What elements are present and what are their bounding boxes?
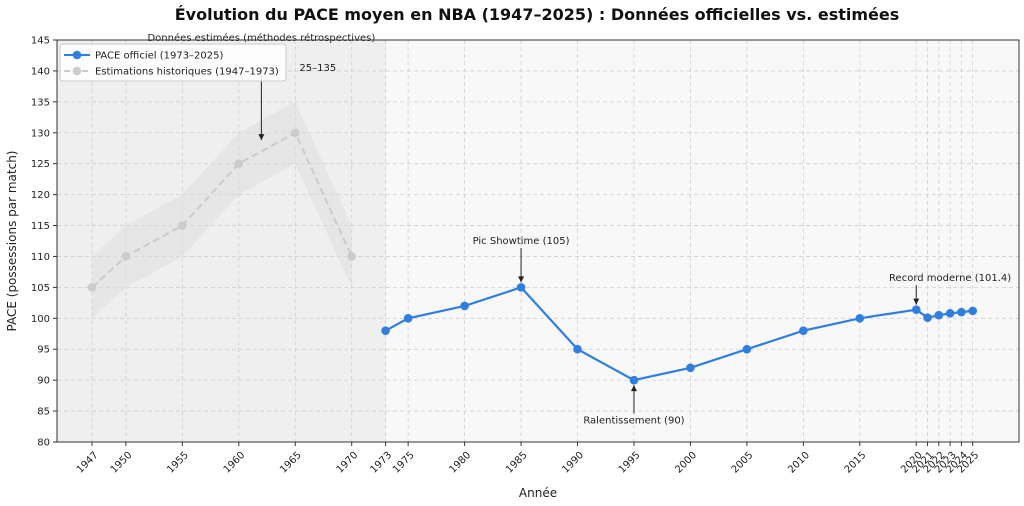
official-point: [923, 313, 932, 322]
official-series-line: [385, 286, 973, 382]
estimation-band: [92, 101, 352, 319]
official-point: [516, 283, 526, 292]
x-tick-label: 1970: [335, 450, 361, 476]
annotation-layer: Pic Showtime (105) Ralentissement (90) Rec…: [258, 63, 1011, 426]
estimated-point: [234, 159, 244, 168]
y-tick-layer: 80 85 90 95 100 105 110 115 120 125 130 135 140 145: [31, 36, 57, 449]
official-point: [855, 314, 865, 323]
estimated-point: [87, 283, 97, 292]
x-tick-label: 1975: [391, 450, 417, 476]
official-point: [742, 344, 752, 354]
y-tick-label: 140: [31, 66, 50, 77]
x-tick-label: 1995: [617, 450, 643, 476]
x-tick-label: 1985: [504, 450, 530, 476]
y-tick-label: 135: [31, 97, 50, 108]
x-tick-label: 1950: [109, 450, 135, 476]
official-point: [460, 301, 469, 311]
official-point: [911, 305, 921, 314]
annotation-label: Record moderne (101.4): [889, 273, 1011, 284]
legend-box: [59, 43, 287, 82]
legend-label: PACE officiel (1973–2025): [95, 51, 224, 62]
plot-area: [57, 40, 1019, 442]
x-tick-label: 1947: [75, 450, 101, 476]
estimated-point: [121, 252, 131, 261]
y-tick-label: 100: [31, 314, 50, 325]
estimated-series-line: [91, 131, 353, 289]
y-tick-label: 95: [37, 345, 50, 356]
official-point: [686, 363, 695, 373]
official-point: [934, 310, 944, 320]
annotation-arrowhead: [518, 276, 525, 283]
x-axis-title: Année: [519, 486, 557, 500]
y-tick-label: 80: [37, 438, 50, 449]
annotation-arrowhead: [913, 298, 920, 305]
estimated-region-label: Données estimées (méthodes rétrospective…: [147, 32, 375, 44]
y-tick-label: 145: [31, 36, 50, 47]
annotation-arrowhead: [258, 134, 265, 141]
legend-label: Estimations historiques (1947–1973): [95, 67, 279, 78]
official-point: [403, 314, 413, 323]
official-point: [573, 344, 582, 354]
y-tick-label: 105: [31, 283, 50, 294]
x-tick-label: 1990: [560, 450, 586, 476]
estimated-point: [347, 252, 356, 261]
x-tick-label: 1960: [222, 450, 248, 476]
legend-swatch-marker: [72, 66, 82, 76]
confidence-band-layer: [92, 101, 352, 319]
y-tick-label: 115: [31, 221, 50, 232]
y-tick-label: 125: [31, 159, 50, 170]
x-tick-label: 2005: [730, 450, 756, 476]
chart-title: Évolution du PACE moyen en NBA (1947–202…: [175, 5, 900, 24]
official-point: [945, 309, 955, 318]
y-tick-label: 85: [37, 407, 50, 418]
x-tick-label: 2000: [673, 450, 699, 476]
y-tick-label: 90: [37, 376, 50, 387]
x-tick-label: 1980: [447, 450, 473, 476]
y-tick-label: 120: [31, 190, 50, 201]
x-tick-label: 1955: [165, 450, 191, 476]
y-axis-title: PACE (possessions par match): [5, 151, 19, 332]
official-point: [968, 306, 978, 316]
y-tick-label: 130: [31, 128, 50, 139]
estimated-point: [290, 128, 300, 138]
x-tick-label: 1965: [278, 450, 304, 476]
series-layer: [87, 128, 978, 385]
legend: PACE officiel (1973–2025) Estimations his…: [59, 43, 287, 82]
y-tick-label: 110: [31, 252, 50, 263]
legend-swatch-marker: [72, 50, 82, 60]
x-tick-label: 2015: [843, 450, 869, 476]
estimated-point: [178, 221, 187, 230]
official-point: [629, 375, 639, 385]
annotation-arrowhead: [630, 385, 637, 392]
x-tick-label: 2010: [786, 450, 812, 476]
official-point: [381, 326, 390, 335]
annotation-label: Ralentissement (90): [583, 415, 684, 426]
plot-frame: [56, 39, 1020, 443]
annotation-label: Pic Showtime (105): [473, 236, 570, 247]
annotation-label: 25–135: [299, 63, 336, 74]
official-point: [957, 307, 966, 317]
x-tick-label: 1973: [368, 450, 394, 476]
official-point: [799, 326, 808, 335]
